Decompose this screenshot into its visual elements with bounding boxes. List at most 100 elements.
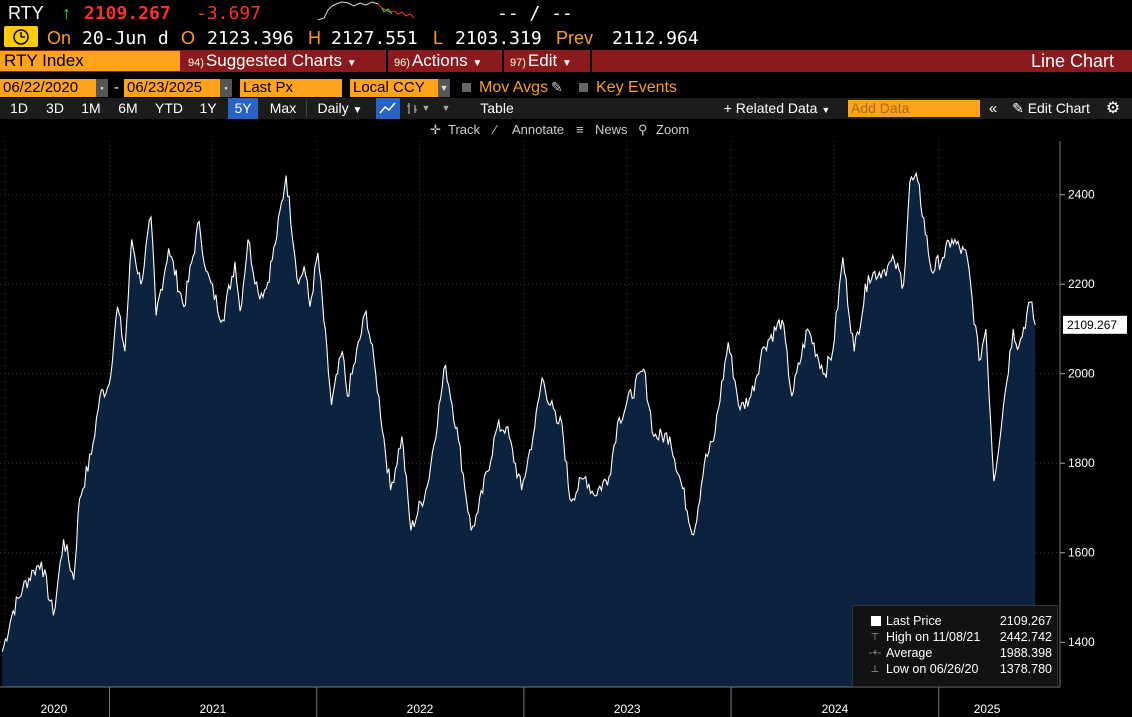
high-value: 2127.551	[331, 28, 418, 49]
period-max[interactable]: Max	[269, 100, 297, 116]
period-3d[interactable]: 3D	[46, 100, 64, 116]
menu-divider	[386, 50, 388, 72]
gear-icon[interactable]: ⚙	[1105, 100, 1121, 117]
low-value: 2103.319	[455, 28, 542, 49]
calendar-icon[interactable]: ▪	[220, 79, 232, 97]
y-tick-label: 2400	[1068, 188, 1095, 202]
x-tick-label: 2024	[822, 702, 849, 716]
dropdown-arrow-icon: ▼	[561, 58, 572, 69]
edit-chart-label: Edit Chart	[1027, 100, 1090, 116]
frequency-dropdown[interactable]: Daily ▼	[310, 98, 370, 119]
related-data-dropdown[interactable]: + Related Data ▼	[716, 98, 838, 119]
period-6m[interactable]: 6M	[118, 100, 138, 116]
chevron-down-icon: ▼	[352, 105, 363, 116]
legend-average-value: 1988.398	[999, 646, 1052, 660]
annotate-tool[interactable]: Annotate	[512, 122, 565, 137]
period-1m[interactable]: 1M	[81, 100, 101, 116]
chevron-down-icon[interactable]: ▼	[441, 103, 451, 113]
last-price-marker: 2109.267	[1063, 315, 1127, 334]
zoom-tool[interactable]: Zoom	[656, 122, 690, 137]
currency-selector[interactable]: Local CCY	[350, 79, 438, 97]
start-date-field[interactable]: 06/22/2020	[0, 79, 96, 97]
line-chart-icon[interactable]	[376, 98, 400, 119]
prev-value: 2112.964	[612, 28, 699, 49]
menu-label: Edit	[527, 51, 558, 70]
calendar-icon[interactable]: ▪	[96, 79, 108, 97]
average-marker-icon: -+-	[868, 648, 882, 659]
mini-sparkline-icon	[317, 1, 415, 21]
chevron-down-icon[interactable]: ▼	[438, 79, 450, 97]
prev-label: Prev	[556, 28, 594, 48]
period-1d[interactable]: 1D	[10, 100, 28, 116]
dropdown-arrow-icon: ▼	[472, 58, 483, 69]
legend-last-row: ▫ Last Price 2109.267	[853, 614, 1057, 630]
end-date-field[interactable]: 06/23/2025	[124, 79, 220, 97]
legend-high-label: High on 11/08/21	[886, 630, 981, 644]
news-tool[interactable]: News	[595, 122, 628, 137]
legend-low-row: ⊥ Low on 06/26/20 1378.780	[853, 662, 1057, 678]
edit-chart-button[interactable]: ✎ Edit Chart	[1006, 98, 1096, 119]
key-events-label[interactable]: Key Events	[596, 79, 677, 96]
y-tick-label: 2200	[1068, 277, 1095, 291]
news-icon: ≡	[576, 122, 584, 137]
security-field[interactable]: RTY Index	[0, 51, 180, 71]
bid-ask-placeholder: -- / --	[497, 3, 573, 24]
menu-divider	[502, 50, 504, 72]
range-controls: 06/22/2020 ▪ - 06/23/2025 ▪ Last Px Loca…	[0, 78, 1132, 98]
legend-high-row: ⊤ High on 11/08/21 2442.742	[853, 630, 1057, 646]
last-price-box	[1063, 315, 1127, 334]
frequency-label: Daily	[317, 100, 349, 116]
quote-bar: RTY ↑ 2109.267 -3.697 -- / --	[0, 0, 1132, 26]
mov-avgs-label[interactable]: Mov Avgs	[479, 79, 549, 96]
quote-date: 20-Jun d	[82, 28, 169, 49]
legend-low-label: Low on 06/26/20	[886, 662, 979, 676]
chart-legend: ▫ Last Price 2109.267 ⊤ High on 11/08/21…	[852, 605, 1058, 687]
ticker-symbol: RTY	[8, 3, 44, 23]
add-data-input[interactable]: Add Data	[848, 100, 980, 117]
chart-tools: ✛ Track ⁄ Annotate ≡ News ⚲ Zoom	[0, 119, 1132, 141]
chevron-down-icon[interactable]: ▼	[421, 103, 431, 113]
high-label: H	[308, 28, 321, 48]
x-tick-label: 2023	[614, 702, 641, 716]
track-tool[interactable]: Track	[448, 122, 481, 137]
edit-menu[interactable]: 97) Edit ▼	[510, 50, 572, 72]
magnifier-icon: ⚲	[638, 122, 648, 137]
high-marker-icon: ⊤	[870, 632, 880, 643]
legend-high-value: 2442.742	[999, 630, 1052, 644]
date-dash: -	[114, 79, 119, 96]
open-label: O	[181, 28, 196, 48]
pencil-icon[interactable]: ✎	[551, 79, 563, 95]
bar-chart-icon[interactable]	[404, 98, 420, 119]
period-1y[interactable]: 1Y	[199, 100, 217, 116]
menu-label: Actions	[411, 51, 468, 70]
y-tick-label: 2000	[1068, 367, 1095, 381]
table-button[interactable]: Table	[480, 100, 514, 116]
field-selector[interactable]: Last Px	[240, 79, 342, 97]
legend-low-value: 1378.780	[999, 662, 1052, 676]
crosshair-icon: ✛	[430, 122, 441, 137]
x-axis-band	[0, 687, 1060, 717]
toolbar-divider	[306, 100, 307, 117]
y-tick-label: 1400	[1068, 635, 1095, 649]
open-value: 2123.396	[207, 28, 294, 49]
period-ytd[interactable]: YTD	[155, 100, 183, 116]
ohlc-bar: On 20-Jun d O 2123.396 H 2127.551 L 2103…	[0, 26, 1132, 50]
period-5y[interactable]: 5Y	[228, 98, 258, 119]
menu-bar: RTY Index 94) Suggested Charts ▼ 96) Actio…	[0, 50, 1132, 72]
actions-menu[interactable]: 96) Actions ▼	[394, 50, 482, 72]
mov-avgs-checkbox[interactable]	[462, 83, 471, 92]
collapse-icon[interactable]: «	[988, 100, 998, 117]
legend-average-label: Average	[886, 646, 933, 660]
low-label: L	[433, 28, 444, 48]
chart-type-label[interactable]: Line Chart	[1030, 51, 1114, 71]
suggested-charts-menu[interactable]: 94) Suggested Charts ▼	[188, 50, 357, 72]
clock-icon[interactable]	[4, 26, 38, 47]
legend-average-row: -+- Average 1988.398	[853, 646, 1057, 662]
dropdown-arrow-icon: ▼	[346, 58, 357, 69]
x-tick-label: 2021	[199, 702, 226, 716]
key-events-checkbox[interactable]	[579, 83, 588, 92]
menu-divider	[590, 50, 592, 72]
x-axis: 2020 2021 2022 2023 2024 2025	[0, 686, 1060, 717]
x-tick-label: 2025	[974, 702, 1001, 716]
